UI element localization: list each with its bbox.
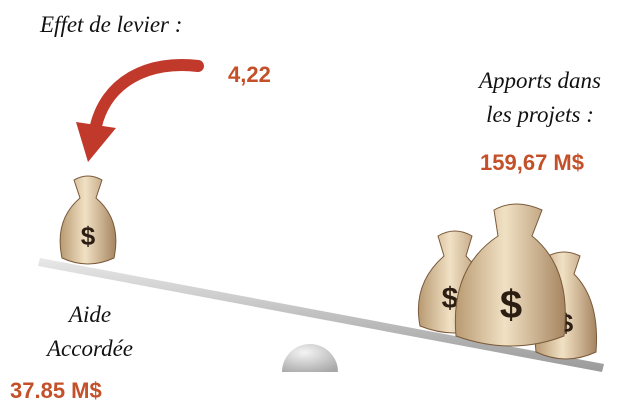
leverage-label: Effet de levier : <box>39 12 182 37</box>
arrow <box>76 65 198 162</box>
fulcrum <box>282 344 338 372</box>
infographic: $ $ $ $ Effet de levier : 4,22 Apports d… <box>0 0 630 406</box>
contributions-value: 159,67 M$ <box>480 150 584 175</box>
money-bag: $ <box>455 204 565 346</box>
grant-label: Aide <box>67 302 111 327</box>
svg-text:$: $ <box>500 283 522 327</box>
contributions-label: Apports dans <box>477 68 601 93</box>
contributions-label: les projets : <box>486 102 594 127</box>
leverage-value: 4,22 <box>228 62 271 87</box>
grant-label: Accordée <box>45 336 133 361</box>
svg-text:$: $ <box>81 221 96 251</box>
money-bag: $ <box>60 176 116 264</box>
grant-value: 37.85 M$ <box>10 378 102 403</box>
